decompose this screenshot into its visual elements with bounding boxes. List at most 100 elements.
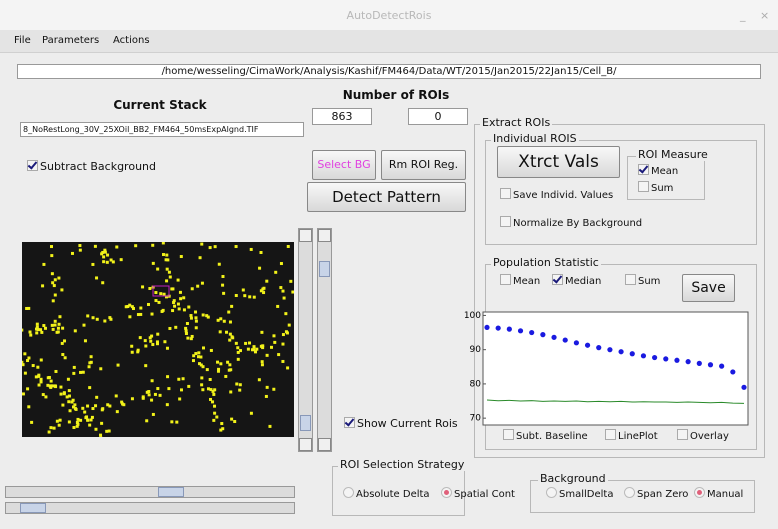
roi-marker [229, 390, 232, 393]
radio-button[interactable] [546, 487, 557, 498]
roi-marker [134, 244, 137, 247]
checkbox[interactable]: Subtract Background [27, 160, 156, 173]
roi-marker [187, 385, 190, 388]
roi-marker [120, 258, 123, 261]
button[interactable]: Save [682, 274, 735, 302]
roi-marker [152, 262, 155, 265]
button[interactable]: Select BG [312, 150, 376, 180]
roi-marker [48, 376, 51, 379]
roi-marker [185, 332, 188, 335]
roi-marker [102, 260, 105, 263]
roi-marker [148, 393, 151, 396]
roi-marker [91, 407, 94, 410]
checkbox-box[interactable] [500, 188, 511, 199]
checkbox[interactable]: Subt. Baseline [503, 429, 588, 442]
roi-marker [86, 314, 89, 317]
roi-marker [61, 404, 64, 407]
checkbox-box[interactable] [605, 429, 616, 440]
roi-marker [260, 331, 263, 334]
radio[interactable]: Spatial Cont [441, 487, 515, 500]
roi-marker [159, 292, 162, 295]
checkbox-box[interactable] [503, 429, 514, 440]
checkbox[interactable]: Median [552, 274, 601, 287]
roi-marker [51, 324, 54, 327]
checkbox-box[interactable] [677, 429, 688, 440]
roi-marker [209, 378, 212, 381]
roi-marker [250, 412, 253, 415]
roi-marker [40, 331, 43, 334]
checkbox[interactable]: Sum [638, 181, 673, 194]
scrollbar[interactable] [5, 486, 295, 498]
checkbox-box[interactable] [638, 164, 649, 175]
roi-marker [147, 390, 150, 393]
checkbox-box[interactable] [552, 274, 563, 285]
button[interactable]: Xtrct Vals [497, 146, 620, 178]
file-field[interactable]: 8_NoRestLong_30V_25XOil_BB2_FM464_50msEx… [20, 122, 304, 137]
title-bar: AutoDetectRois _ × [0, 0, 778, 30]
roi-marker [86, 419, 89, 422]
roi-marker [205, 314, 208, 317]
menu-item[interactable]: File [14, 35, 31, 46]
checkbox-box[interactable] [344, 417, 355, 428]
data-point [507, 327, 512, 332]
radio-button[interactable] [441, 487, 452, 498]
roi-marker [287, 245, 290, 248]
menu-item[interactable]: Parameters [42, 35, 99, 46]
radio[interactable]: Span Zero [624, 487, 688, 500]
roi-marker [128, 315, 131, 318]
scrollbar[interactable] [317, 228, 332, 452]
button[interactable]: Rm ROI Reg. [381, 150, 466, 180]
radio-label: Span Zero [637, 489, 688, 500]
roi-marker [172, 301, 175, 304]
scrollbar[interactable] [5, 502, 295, 514]
roi-marker [253, 345, 256, 348]
roi-marker [144, 345, 147, 348]
checkbox-box[interactable] [638, 181, 649, 192]
roi-marker [83, 411, 86, 414]
data-point [674, 358, 679, 363]
y-tick-label: 100 [464, 311, 481, 321]
radio[interactable]: SmallDelta [546, 487, 613, 500]
radio-button[interactable] [624, 487, 635, 498]
roi-marker [151, 343, 154, 346]
path-field[interactable]: /home/wesseling/CimaWork/Analysis/Kashif… [17, 64, 761, 79]
radio[interactable]: Manual [694, 487, 743, 500]
checkbox-box[interactable] [500, 216, 511, 227]
roi-marker [72, 405, 75, 408]
checkbox[interactable]: Mean [638, 164, 678, 177]
radio-button[interactable] [694, 487, 705, 498]
checkbox[interactable]: Normalize By Background [500, 216, 642, 229]
checkbox[interactable]: Save Individ. Values [500, 188, 613, 201]
roi-marker [81, 407, 84, 410]
checkbox-box[interactable] [27, 160, 38, 171]
close[interactable]: × [760, 9, 769, 22]
checkbox[interactable]: Mean [500, 274, 540, 287]
roi-marker [228, 363, 231, 366]
minimize[interactable]: _ [740, 9, 746, 22]
checkbox[interactable]: Sum [625, 274, 660, 287]
roi-marker [217, 319, 220, 322]
roi-marker [131, 397, 134, 400]
roi-marker [46, 384, 49, 387]
count-field[interactable]: 0 [408, 108, 468, 125]
checkbox-box[interactable] [500, 274, 511, 285]
count-field[interactable]: 863 [312, 108, 372, 125]
radio[interactable]: Absolute Delta [343, 487, 430, 500]
roi-marker [242, 288, 245, 291]
roi-marker [76, 421, 79, 424]
roi-marker [106, 403, 109, 406]
roi-marker [243, 294, 246, 297]
frame-title: Individual ROIS [491, 132, 579, 145]
checkbox-box[interactable] [625, 274, 636, 285]
roi-marker [166, 375, 169, 378]
scrollbar[interactable] [298, 228, 313, 452]
button[interactable]: Detect Pattern [307, 182, 466, 212]
roi-marker [199, 356, 202, 359]
checkbox[interactable]: LinePlot [605, 429, 658, 442]
menu-item[interactable]: Actions [113, 35, 150, 46]
roi-marker [156, 340, 159, 343]
radio-button[interactable] [343, 487, 354, 498]
roi-marker [72, 372, 75, 375]
checkbox[interactable]: Overlay [677, 429, 729, 442]
checkbox[interactable]: Show Current Rois [344, 417, 458, 430]
